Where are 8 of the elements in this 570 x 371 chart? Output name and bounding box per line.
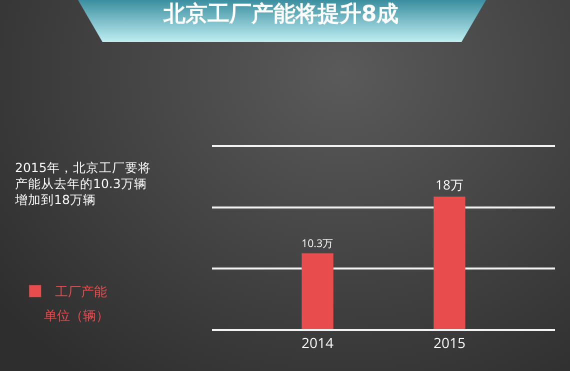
text: 单位（辆） [44, 306, 109, 324]
x-tick-label: 2015 [433, 334, 466, 353]
data-label: 18万 [436, 176, 464, 194]
chart-title: 北京工厂产能将提升8成 [162, 0, 399, 27]
legend-label: 工厂产能 [55, 282, 108, 300]
text: 2015年，北京工厂要将产能从去年的10.3万辆增加到18万辆 [15, 160, 152, 208]
x-tick-label: 2014 [302, 334, 334, 353]
data-label: 10.3万 [302, 236, 334, 251]
